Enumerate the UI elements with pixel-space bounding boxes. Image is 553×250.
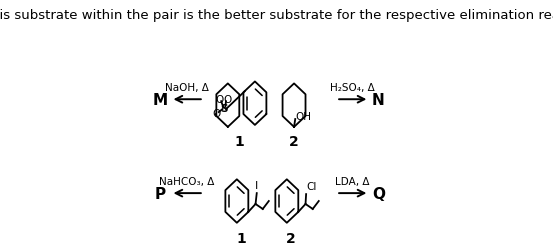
Text: 1: 1 <box>236 231 246 245</box>
Text: 2: 2 <box>289 134 299 148</box>
Text: OH: OH <box>296 112 312 122</box>
Text: P: P <box>154 186 165 201</box>
Text: Q: Q <box>372 186 385 201</box>
Text: H₂SO₄, Δ: H₂SO₄, Δ <box>330 83 375 93</box>
Text: Which is substrate within the pair is the better substrate for the respective el: Which is substrate within the pair is th… <box>0 9 553 22</box>
Text: O: O <box>223 95 231 105</box>
Text: LDA, Δ: LDA, Δ <box>336 176 370 186</box>
Text: 2: 2 <box>286 231 296 245</box>
Text: I: I <box>255 180 258 190</box>
Text: O: O <box>213 109 221 118</box>
Text: NaHCO₃, Δ: NaHCO₃, Δ <box>159 176 215 186</box>
Text: S: S <box>221 104 228 114</box>
Text: O: O <box>216 95 224 105</box>
Text: 1: 1 <box>234 134 244 148</box>
Text: M: M <box>152 92 168 107</box>
Text: Cl: Cl <box>307 182 317 192</box>
Text: N: N <box>372 92 385 107</box>
Text: NaOH, Δ: NaOH, Δ <box>165 83 209 93</box>
